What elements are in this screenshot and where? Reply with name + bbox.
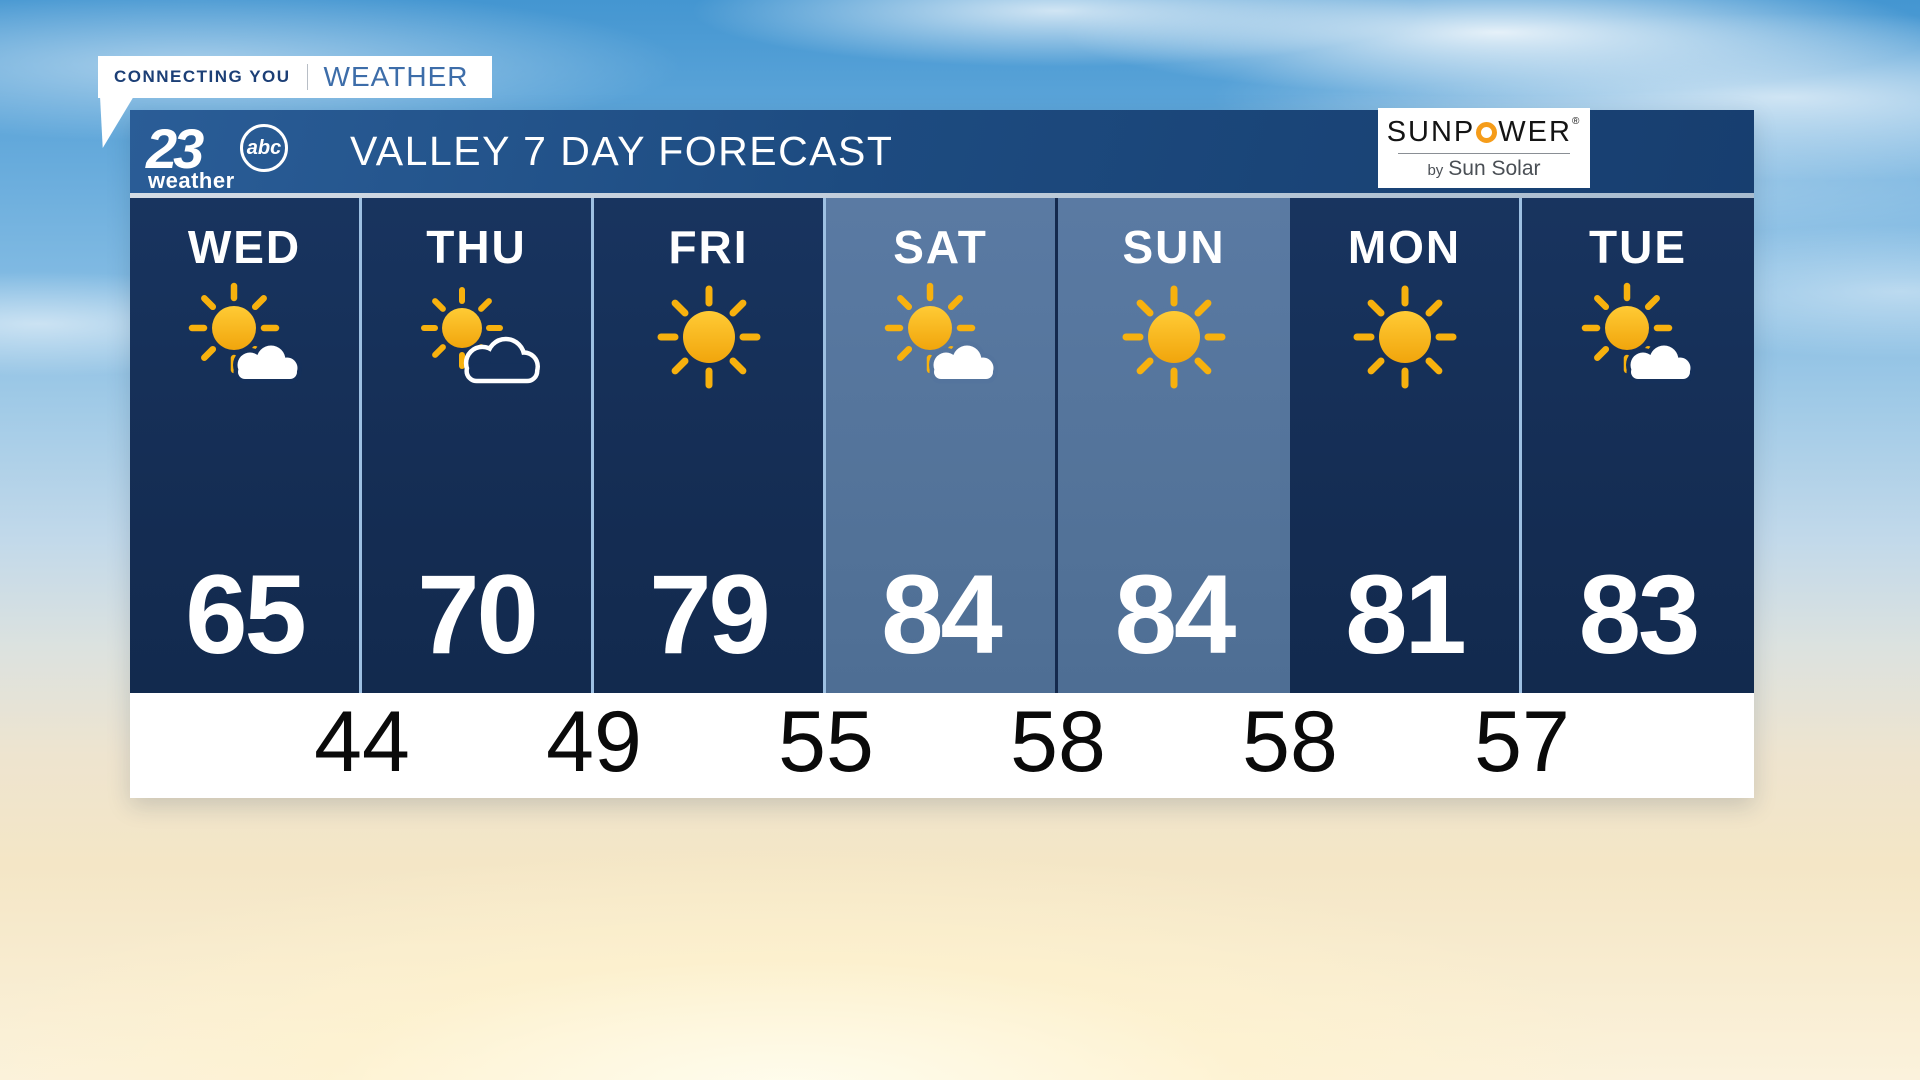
high-temp: 81 — [1345, 552, 1467, 677]
low-temp: 49 — [546, 694, 642, 790]
low-temp: 55 — [778, 694, 874, 790]
forecast-columns: WED 65 THU 70 FRI 79 SAT 84 SUN 84 MON 81 TUE 83 — [130, 198, 1754, 693]
sun-cloud-outline-icon — [362, 282, 591, 394]
sunpower-o-ring-icon — [1476, 122, 1498, 143]
day-column-sat: SAT 84 — [826, 198, 1058, 693]
day-column-sun: SUN 84 — [1058, 198, 1290, 693]
day-label: SAT — [893, 221, 988, 273]
high-temp: 79 — [649, 552, 771, 677]
station-logo-23abc: 23 abc weather — [144, 110, 334, 193]
forecast-panel: 23 abc weather VALLEY 7 DAY FORECAST SUN… — [130, 108, 1754, 798]
sponsor-byline: by Sun Solar — [1427, 157, 1541, 180]
day-label: SUN — [1122, 221, 1226, 273]
sun-icon — [1290, 282, 1519, 394]
high-temp: 84 — [1114, 552, 1237, 677]
connecting-you-badge: CONNECTING YOU WEATHER — [98, 56, 493, 98]
day-column-fri: FRI 79 — [594, 198, 826, 693]
day-column-tue: TUE 83 — [1522, 198, 1754, 693]
day-column-wed: WED 65 — [130, 198, 362, 693]
sunpower-logo: SUNP WER® — [1386, 116, 1582, 148]
badge-divider — [306, 64, 308, 90]
day-label: MON — [1347, 221, 1462, 273]
station-number: 23 — [146, 117, 204, 180]
sponsor-box: SUNP WER® by Sun Solar — [1378, 108, 1590, 188]
sun-cloud-icon — [1522, 282, 1754, 394]
sun-icon — [594, 282, 823, 394]
day-label: THU — [426, 221, 527, 273]
page-title: VALLEY 7 DAY FORECAST — [350, 128, 894, 174]
high-temp: 70 — [417, 552, 539, 677]
badge-weather-label: WEATHER — [323, 61, 469, 92]
day-label: WED — [187, 221, 302, 273]
forecast-header-bar: 23 abc weather VALLEY 7 DAY FORECAST SUN… — [130, 108, 1754, 193]
day-column-mon: MON 81 — [1290, 198, 1522, 693]
sun-cloud-icon — [130, 282, 359, 394]
day-label: TUE — [1589, 221, 1687, 273]
low-temp-strip: 44 49 55 58 58 57 — [130, 693, 1754, 798]
high-temp: 83 — [1578, 552, 1701, 677]
sun-cloud-icon — [826, 282, 1055, 394]
low-temp: 58 — [1010, 694, 1106, 790]
day-label: FRI — [668, 221, 749, 273]
sponsor-divider — [1398, 153, 1570, 154]
badge-connecting-you-label: CONNECTING YOU — [114, 67, 291, 86]
sun-icon — [1058, 282, 1290, 394]
high-temp: 84 — [881, 552, 1003, 677]
station-weather-label: weather — [148, 168, 235, 193]
low-temp: 58 — [1242, 694, 1338, 790]
high-temp: 65 — [185, 552, 307, 677]
day-column-thu: THU 70 — [362, 198, 594, 693]
header-separator — [130, 193, 1754, 198]
low-temp: 57 — [1474, 694, 1570, 790]
abc-network-icon: abc — [240, 124, 288, 172]
low-temp: 44 — [314, 694, 410, 790]
